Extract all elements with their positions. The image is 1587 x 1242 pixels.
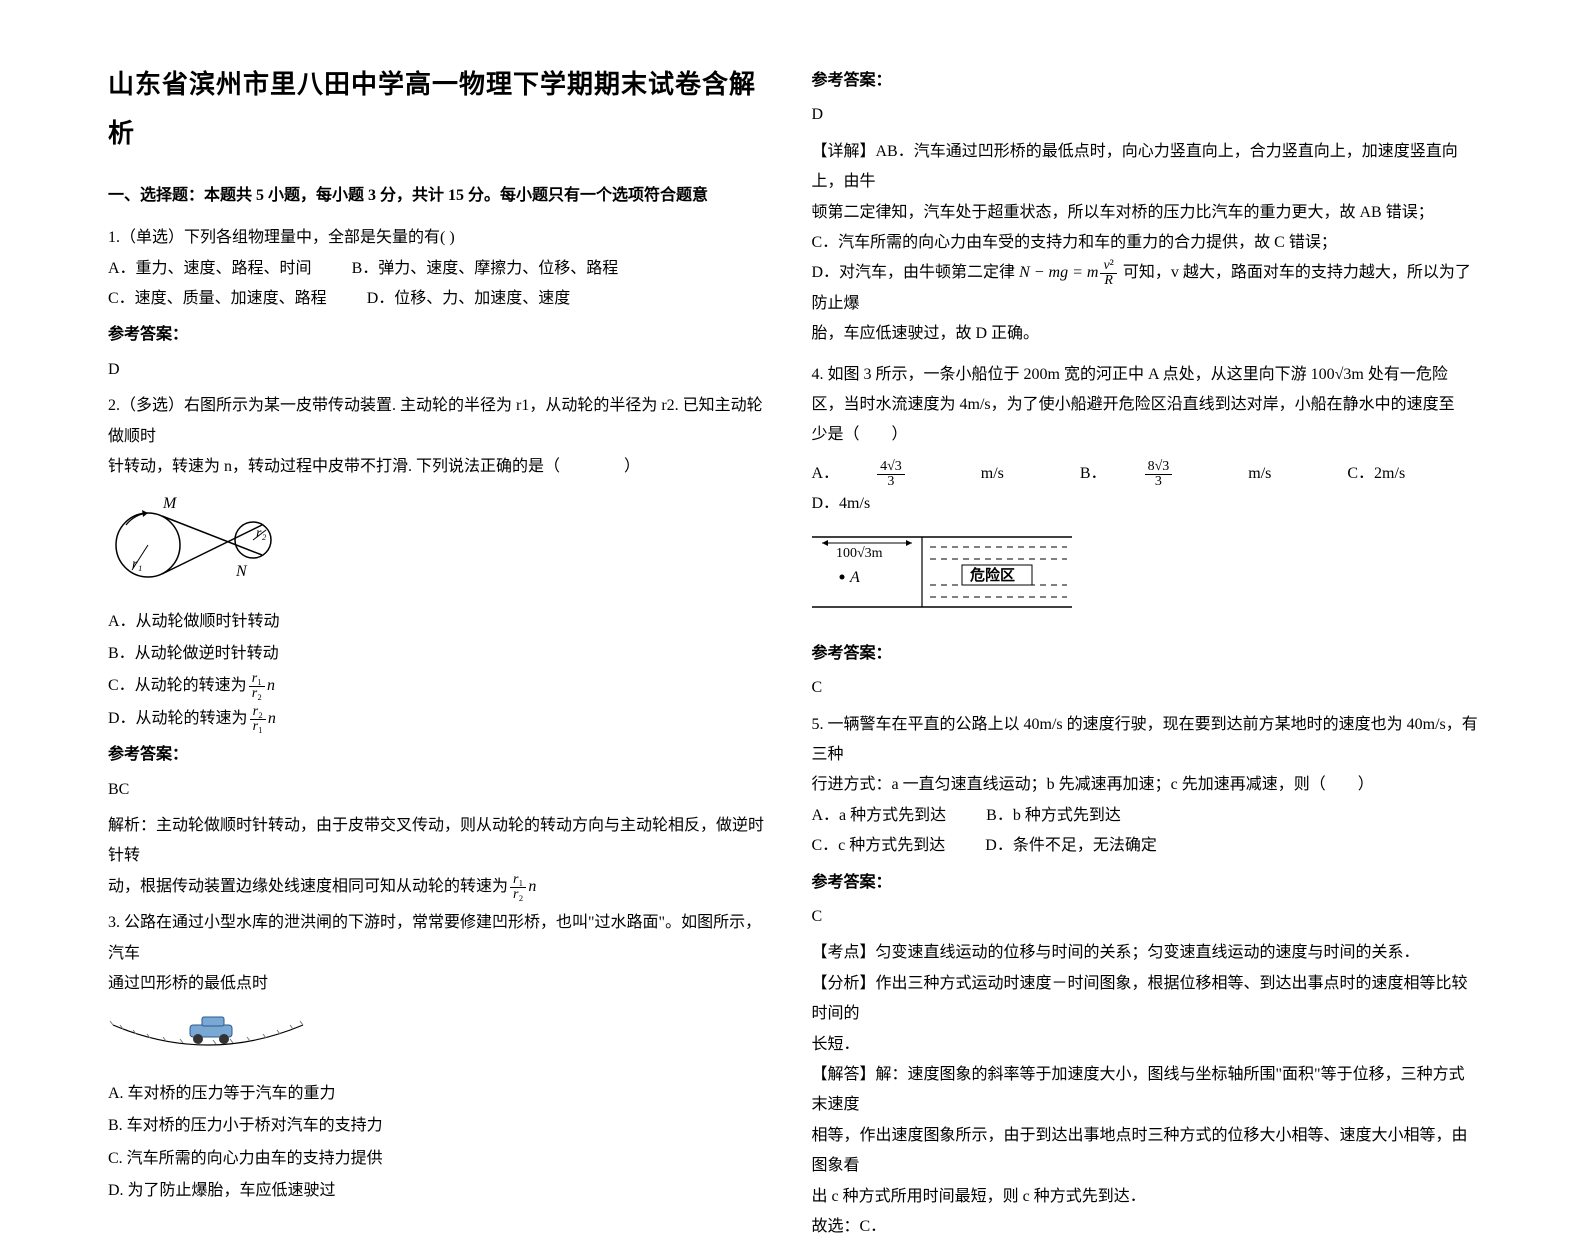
q5-expl-d: 【解答】解：速度图象的斜率等于加速度大小，图线与坐标轴所围"面积"等于位移，三种… xyxy=(812,1060,1480,1121)
q2-stem-a: 2.（多选）右图所示为某一皮带传动装置. 主动轮的半径为 r1，从动轮的半径为 … xyxy=(108,391,776,452)
q2-optC-frac: r₁r₂ xyxy=(249,672,265,701)
q3-opts: A. 车对桥的压力等于汽车的重力 B. 车对桥的压力小于桥对汽车的支持力 C. … xyxy=(108,1079,776,1207)
q3-optC: C. 汽车所需的向心力由车的支持力提供 xyxy=(108,1144,776,1174)
q4-optB-unit: m/s xyxy=(1244,465,1271,482)
q2-stem-b: 针转动，转速为 n，转动过程中皮带不打滑. 下列说法正确的是（ ） xyxy=(108,452,776,482)
page-title: 山东省滨州市里八田中学高一物理下学期期末试卷含解析 xyxy=(108,60,776,159)
q1-optB: B．弹力、速度、摩擦力、位移、路程 xyxy=(352,260,619,277)
q1-optD: D．位移、力、加速度、速度 xyxy=(367,290,571,307)
q2-optC-text: C．从动轮的转速为 xyxy=(108,677,247,694)
q4-stem-b: 处有一危险 xyxy=(1364,366,1448,383)
q3-optB: B. 车对桥的压力小于桥对汽车的支持力 xyxy=(108,1111,776,1141)
q2-optC: C．从动轮的转速为r₁r₂n xyxy=(108,671,776,701)
q3-optA: A. 车对桥的压力等于汽车的重力 xyxy=(108,1079,776,1109)
question-3: 3. 公路在通过小型水库的泄洪闸的下游时，常常要修建凹形桥，也叫"过水路面"。如… xyxy=(108,908,776,1206)
right-column: 参考答案： D 【详解】AB．汽车通过凹形桥的最低点时，向心力竖直向上，合力竖直… xyxy=(794,60,1498,1062)
section-heading: 一、选择题：本题共 5 小题，每小题 3 分，共计 15 分。每小题只有一个选项… xyxy=(108,181,776,211)
q5-expl-c: 长短． xyxy=(812,1030,1480,1060)
q4-optA-pre: A． xyxy=(812,465,840,482)
q5-expl-a: 【考点】匀变速直线运动的位移与时间的关系；匀变速直线运动的速度与时间的关系． xyxy=(812,938,1480,968)
svg-text:r₁: r₁ xyxy=(132,557,142,572)
q1-stem: 1.（单选）下列各组物理量中，全部是矢量的有( ) xyxy=(108,223,776,253)
q1-optA: A．重力、速度、路程、时间 xyxy=(108,260,312,277)
q4-stem-a: 4. 如图 3 所示，一条小船位于 200m 宽的河正中 A 点处，从这里向下游 xyxy=(812,366,1311,383)
q2-answer-label: 参考答案： xyxy=(108,740,776,770)
q4-optA: A．4√33 m/s xyxy=(812,465,1040,482)
q4-optB-pre: B． xyxy=(1080,465,1107,482)
q2-expl-b-text: 动，根据传动装置边缘处线速度相同可知从动轮的转速为 xyxy=(108,878,508,895)
q5-expl-e: 相等，作出速度图象所示，由于到达出事地点时三种方式的位移大小相等、速度大小相等，… xyxy=(812,1121,1480,1182)
q3-expl-b: 顿第二定律知，汽车处于超重状态，所以车对桥的压力比汽车的重力更大，故 AB 错误… xyxy=(812,198,1480,228)
svg-text:M: M xyxy=(162,495,178,512)
q2-expl-a: 解析：主动轮做顺时针转动，由于皮带交叉传动，则从动轮的转动方向与主动轮相反，做逆… xyxy=(108,811,776,872)
q3-optD: D. 为了防止爆胎，车应低速驶过 xyxy=(108,1176,776,1206)
q5-expl-f: 出 c 种方式所用时间最短，则 c 种方式先到达． xyxy=(812,1182,1480,1212)
question-1: 1.（单选）下列各组物理量中，全部是矢量的有( ) A．重力、速度、路程、时间 … xyxy=(108,223,776,385)
q4-optA-unit: m/s xyxy=(977,465,1004,482)
q4-answer-label: 参考答案： xyxy=(812,639,1480,669)
q3-expl-d-pre: D．对汽车，由牛顿第二定律 xyxy=(812,264,1020,281)
q2-optA: A．从动轮做顺时针转动 xyxy=(108,607,776,637)
q5-answer-label: 参考答案： xyxy=(812,868,1480,898)
q4-answer: C xyxy=(812,673,1480,703)
q2-expl-frac: r₁r₂ xyxy=(510,873,526,902)
q3-answer: D xyxy=(812,100,1480,130)
q5-row2: C．c 种方式先到达 D．条件不足，无法确定 xyxy=(812,831,1480,861)
q4-optD: D．4m/s xyxy=(812,495,871,512)
q4-fig-label: 100√3m xyxy=(836,546,883,561)
q5-optD: D．条件不足，无法确定 xyxy=(985,837,1157,854)
q2-optD-frac: r₂r₁ xyxy=(250,705,266,734)
q2-expl-b: 动，根据传动装置边缘处线速度相同可知从动轮的转速为r₁r₂n xyxy=(108,872,776,902)
q2-optB: B．从动轮做逆时针转动 xyxy=(108,639,776,669)
question-5: 5. 一辆警车在平直的公路上以 40m/s 的速度行驶，现在要到达前方某地时的速… xyxy=(812,710,1480,1242)
q2-optD: D．从动轮的转速为r₂r₁n xyxy=(108,704,776,734)
q4-figure: 100√3m A 危险区 xyxy=(812,527,1480,628)
svg-text:N: N xyxy=(235,563,248,580)
q4-optB: B．8√33 m/s xyxy=(1080,465,1308,482)
q4-stem-c: 区，当时水流速度为 4m/s，为了使小船避开危险区沿直线到达对岸，小船在静水中的… xyxy=(812,390,1480,420)
q3-answer-label: 参考答案： xyxy=(812,66,1480,96)
q4-optC: C．2m/s xyxy=(1347,465,1405,482)
q5-optB: B．b 种方式先到达 xyxy=(986,807,1121,824)
q5-stem-b: 行进方式：a 一直匀速直线运动；b 先减速再加速；c 先加速再减速，则（ ） xyxy=(812,770,1480,800)
q4-opts: A．4√33 m/s B．8√33 m/s C．2m/s D．4m/s xyxy=(812,459,1480,520)
q5-optA: A．a 种方式先到达 xyxy=(812,807,947,824)
q3-stem-b: 通过凹形桥的最低点时 xyxy=(108,969,776,999)
q4-fig-A: A xyxy=(849,569,860,586)
q4-stem-line1: 4. 如图 3 所示，一条小船位于 200m 宽的河正中 A 点处，从这里向下游… xyxy=(812,360,1480,390)
q4-fig-zone: 危险区 xyxy=(970,566,1015,584)
left-column: 山东省滨州市里八田中学高一物理下学期期末试卷含解析 一、选择题：本题共 5 小题… xyxy=(90,60,794,1062)
q3-formula-frac: v²R xyxy=(1100,259,1116,288)
q2-answer: BC xyxy=(108,775,776,805)
q2-optD-text: D．从动轮的转速为 xyxy=(108,710,248,727)
q5-answer: C xyxy=(812,902,1480,932)
q3-stem-a: 3. 公路在通过小型水库的泄洪闸的下游时，常常要修建凹形桥，也叫"过水路面"。如… xyxy=(108,908,776,969)
question-2: 2.（多选）右图所示为某一皮带传动装置. 主动轮的半径为 r1，从动轮的半径为 … xyxy=(108,391,776,902)
q3-expl-a: 【详解】AB．汽车通过凹形桥的最低点时，向心力竖直向上，合力竖直向上，加速度竖直… xyxy=(812,137,1480,198)
q1-answer-label: 参考答案： xyxy=(108,320,776,350)
q1-row1: A．重力、速度、路程、时间 B．弹力、速度、摩擦力、位移、路程 xyxy=(108,254,776,284)
q5-row1: A．a 种方式先到达 B．b 种方式先到达 xyxy=(812,801,1480,831)
q1-answer: D xyxy=(108,355,776,385)
q2-figure: M N r₁ r₂ xyxy=(108,490,776,596)
q4-stem-d: 少是（ ） xyxy=(812,420,1480,450)
q3-expl-c: C．汽车所需的向心力由车受的支持力和车的重力的合力提供，故 C 错误； xyxy=(812,228,1480,258)
q2-opts: A．从动轮做顺时针转动 B．从动轮做逆时针转动 C．从动轮的转速为r₁r₂n D… xyxy=(108,607,776,735)
question-4: 4. 如图 3 所示，一条小船位于 200m 宽的河正中 A 点处，从这里向下游… xyxy=(812,360,1480,704)
q5-optC: C．c 种方式先到达 xyxy=(812,837,946,854)
q3-expl-e: 胎，车应低速驶过，故 D 正确。 xyxy=(812,319,1480,349)
q3-figure xyxy=(108,1007,776,1068)
q1-optC: C．速度、质量、加速度、路程 xyxy=(108,290,327,307)
q5-expl-b: 【分析】作出三种方式运动时速度－时间图象，根据位移相等、到达出事点时的速度相等比… xyxy=(812,969,1480,1030)
q5-stem-a: 5. 一辆警车在平直的公路上以 40m/s 的速度行驶，现在要到达前方某地时的速… xyxy=(812,710,1480,771)
q3-expl-d: D．对汽车，由牛顿第二定律 N − mg = mv²R 可知，v 越大，路面对车… xyxy=(812,258,1480,319)
q1-row2: C．速度、质量、加速度、路程 D．位移、力、加速度、速度 xyxy=(108,284,776,314)
q5-expl-g: 故选：C． xyxy=(812,1212,1480,1242)
